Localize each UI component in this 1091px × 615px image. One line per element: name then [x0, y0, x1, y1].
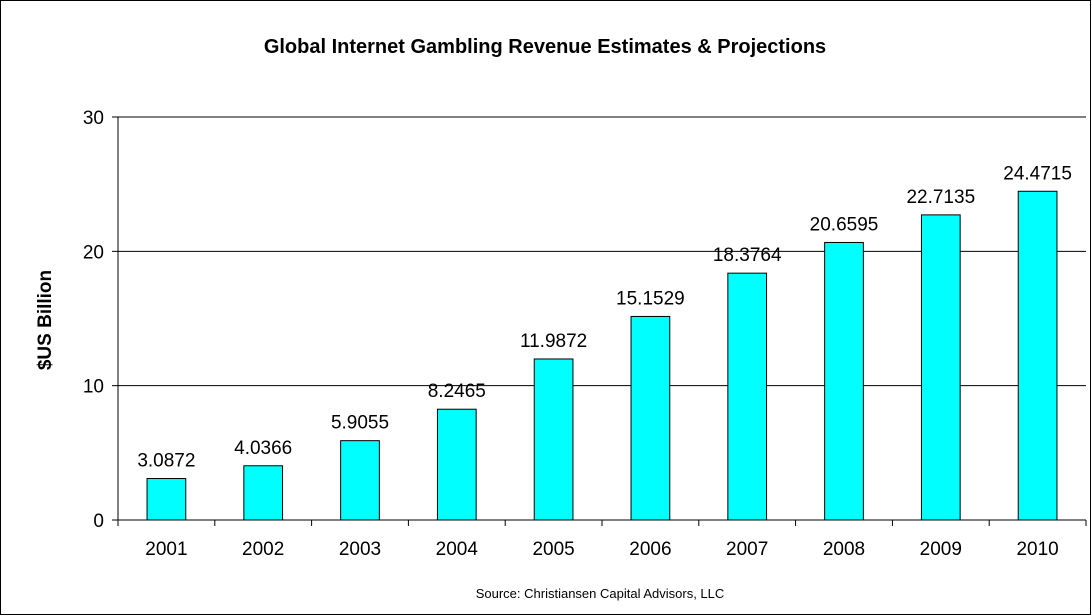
x-tick-label-2005: 2005 [532, 539, 574, 560]
data-label-2006: 15.1529 [616, 288, 685, 309]
x-tick-labels: 2001 2002 2003 2004 2005 2006 2007 2008 2009 2010 [145, 539, 1058, 560]
bar-2008 [824, 241, 864, 521]
data-label-2004: 8.2465 [428, 381, 486, 402]
x-tick-label-2001: 2001 [145, 539, 187, 560]
data-label-2002: 4.0366 [234, 438, 292, 459]
bar-2003 [340, 440, 380, 521]
data-label-2008: 20.6595 [810, 214, 879, 235]
x-tick-label-2007: 2007 [726, 539, 768, 560]
data-label-2001: 3.0872 [137, 451, 195, 472]
bar-2001 [146, 478, 187, 521]
y-tick-label-20: 20 [83, 242, 104, 263]
data-label-2003: 5.9055 [331, 413, 389, 434]
bar-2010 [1017, 190, 1058, 521]
data-label-2010: 24.4715 [1003, 163, 1072, 184]
data-label-2005: 11.9872 [520, 331, 587, 352]
chart-title: Global Internet Gambling Revenue Estimat… [264, 36, 826, 58]
y-axis-label: $US Billion [35, 270, 56, 370]
bar-2007 [727, 272, 768, 521]
y-tick-labels: 0 10 20 30 [83, 108, 104, 532]
data-label-2007: 18.3764 [713, 245, 782, 266]
data-labels: 3.0872 4.0366 5.9055 8.2465 11.9872 15.1529 18… [137, 163, 1072, 471]
y-tick-label-30: 30 [83, 108, 104, 129]
x-tick-label-2004: 2004 [436, 539, 479, 560]
bar-2009 [920, 214, 961, 521]
bar-2002 [243, 465, 284, 521]
y-tick-label-0: 0 [93, 511, 104, 532]
x-tick-label-2010: 2010 [1016, 539, 1058, 560]
x-tick-label-2002: 2002 [242, 539, 284, 560]
bars [146, 190, 1058, 521]
x-tick-label-2008: 2008 [823, 539, 865, 560]
data-label-2009: 22.7135 [906, 187, 975, 208]
bar-2005 [533, 358, 574, 521]
source-note: Source: Christiansen Capital Advisors, L… [476, 586, 725, 601]
bar-2004 [436, 408, 477, 521]
x-tick-label-2006: 2006 [629, 539, 671, 560]
y-tick-label-10: 10 [83, 377, 104, 398]
bar-2006 [630, 315, 671, 521]
x-tick-label-2009: 2009 [920, 539, 962, 560]
axes [112, 116, 1087, 526]
x-tick-label-2003: 2003 [339, 539, 381, 560]
